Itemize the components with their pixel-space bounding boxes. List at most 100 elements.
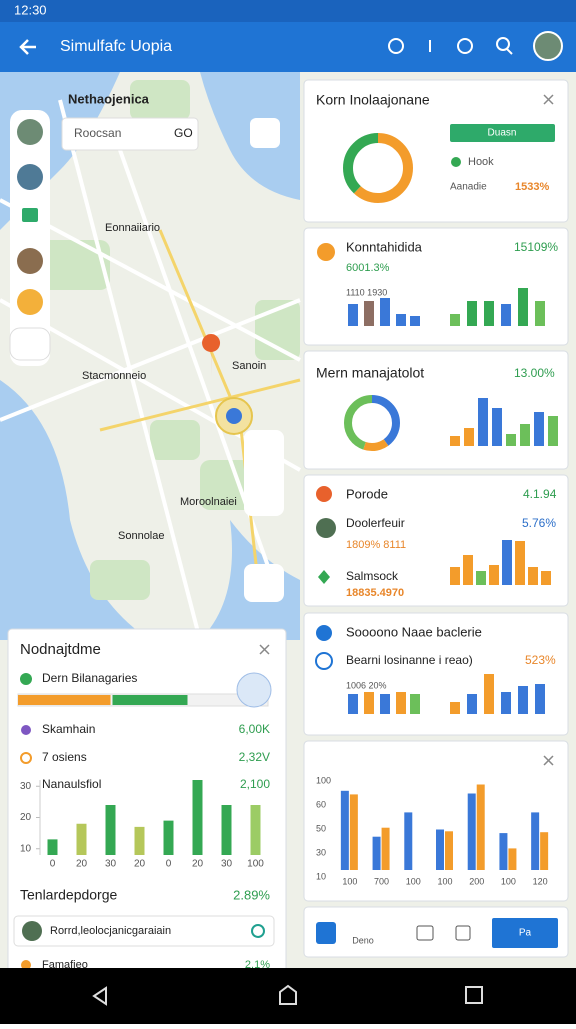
bar (541, 571, 551, 585)
card-title: Soooono Naae baclerie (346, 624, 482, 639)
bar (534, 412, 544, 446)
bar (502, 540, 512, 585)
x-tick-label: 30 (105, 859, 117, 870)
bar (380, 298, 390, 326)
card-subtitle: 6001.3% (346, 262, 390, 274)
card-title: Porode (346, 486, 388, 501)
bar (380, 694, 390, 714)
list-item[interactable] (13, 915, 275, 947)
x-tick-label: 30 (221, 859, 233, 870)
bar (548, 416, 558, 446)
nav-bar (0, 968, 576, 1024)
bar (450, 702, 460, 714)
panel-action[interactable] (236, 672, 272, 708)
bar (484, 674, 494, 714)
bar (501, 692, 511, 714)
map-tool-button[interactable] (244, 564, 284, 602)
close-button[interactable] (543, 755, 554, 766)
footer-value: 2.89% (233, 887, 270, 902)
bar (410, 694, 420, 714)
card-button[interactable] (450, 124, 555, 142)
bar (528, 567, 538, 585)
toolbar-icon[interactable] (316, 922, 336, 944)
bar (47, 839, 58, 855)
map-tools[interactable] (244, 430, 284, 516)
donut-segment (343, 133, 413, 203)
row-note: 18835.4970 (346, 587, 404, 599)
bar (450, 567, 460, 585)
bar (250, 805, 261, 855)
bar (515, 541, 525, 585)
status-bar (0, 0, 576, 22)
map-label: Eonnaiiario (105, 222, 160, 234)
bar (163, 820, 174, 855)
y-axis-label: 10 (316, 871, 326, 881)
card-icon (315, 652, 333, 670)
donut-segment (344, 395, 400, 451)
back-button[interactable] (19, 39, 36, 55)
bar (372, 836, 381, 870)
row-icon (20, 752, 32, 764)
app-bar (0, 22, 576, 72)
bar (508, 848, 517, 870)
row-label: Salmsock (346, 569, 399, 583)
x-tick-label: 100 (342, 876, 357, 886)
map-pin[interactable] (202, 334, 221, 378)
row-icon (21, 725, 31, 735)
nav-home[interactable] (279, 984, 297, 1005)
y-tick-label: 10 (20, 843, 32, 854)
x-tick-label: 100 (247, 859, 264, 870)
close-button[interactable] (259, 644, 270, 655)
row-label: 7 osiens (42, 750, 87, 764)
compass-button[interactable] (250, 118, 280, 148)
profile-avatar[interactable] (533, 31, 563, 61)
bar (464, 428, 474, 446)
bar (134, 826, 145, 855)
nav-recents[interactable] (465, 986, 483, 1004)
map-title: Nethaojenica (68, 91, 150, 106)
bar (476, 784, 485, 870)
bar (221, 805, 232, 855)
card-icon (318, 570, 330, 584)
x-tick-label: 100 (501, 876, 516, 886)
status-time: 12:30 (14, 2, 47, 17)
bar (450, 314, 460, 326)
bar (484, 301, 494, 326)
y-axis-label: 30 (316, 847, 326, 857)
bar (410, 316, 420, 326)
card-value: 15109% (514, 240, 558, 254)
x-tick-label: 0 (166, 859, 172, 870)
avatars[interactable] (17, 119, 43, 315)
app-icons[interactable] (388, 37, 513, 55)
bar (348, 304, 358, 326)
bar (192, 780, 203, 855)
avatar (316, 518, 336, 538)
layers-button[interactable] (9, 327, 51, 361)
bar (381, 827, 390, 870)
card-note: 1110 1930 (346, 287, 387, 297)
water (0, 380, 150, 640)
bar (76, 823, 87, 855)
bar (364, 692, 374, 714)
bar (518, 686, 528, 714)
row-label: Nanaulsfiol (42, 777, 101, 791)
nav-back[interactable] (92, 986, 107, 1006)
toolbar-icon[interactable] (416, 925, 434, 941)
search-box[interactable] (61, 117, 199, 151)
card-value: 13.00% (514, 366, 555, 380)
close-button[interactable] (543, 94, 554, 105)
toolbar-icon[interactable] (455, 925, 471, 941)
x-tick-label: 700 (374, 876, 389, 886)
item-icon (20, 673, 32, 685)
bar (467, 694, 477, 714)
card-icon (316, 625, 332, 641)
row-value: 2,100 (240, 777, 270, 791)
card-icon (316, 486, 332, 502)
item-label: Dern Bilanagaries (42, 671, 137, 685)
search-button: GO (174, 126, 193, 140)
bar (349, 794, 358, 870)
list-label: Rorrd,leolocjanicgaraiain (50, 925, 171, 937)
toolbar-button[interactable] (492, 918, 558, 948)
donut-segment (344, 395, 400, 451)
